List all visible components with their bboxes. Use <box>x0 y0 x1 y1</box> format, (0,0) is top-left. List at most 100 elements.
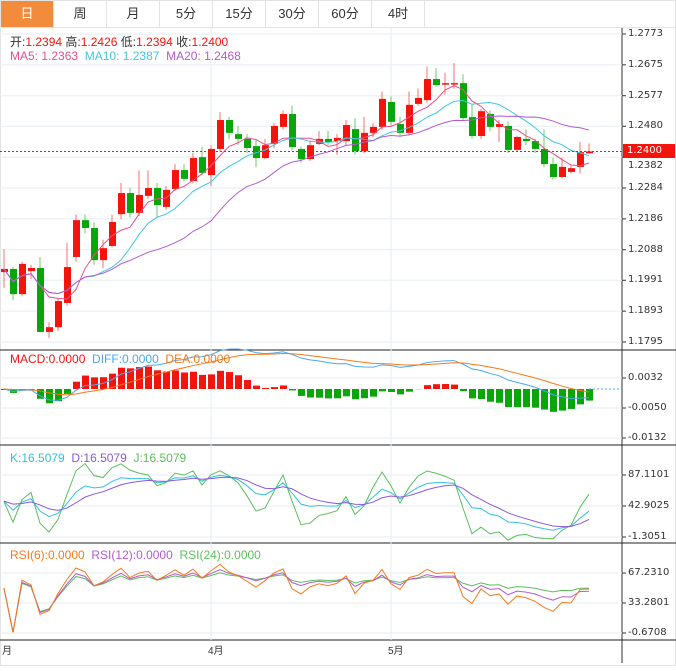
candle-up <box>100 248 107 261</box>
ma5-line <box>3 85 590 300</box>
candle-up <box>64 267 71 303</box>
candle-down <box>298 148 305 160</box>
macd-bar <box>433 384 440 389</box>
ohlc-readout: 开:1.2394 高:1.2426 低:1.2394 收:1.2400 <box>10 33 228 50</box>
candle-up <box>496 124 503 127</box>
macd-bar <box>361 389 368 399</box>
axis-label: 1.2088 <box>628 243 663 255</box>
candle-down <box>523 138 530 142</box>
axis-label: 1.2773 <box>628 28 663 39</box>
candle-down <box>388 102 395 122</box>
macd-bar <box>343 389 350 397</box>
candle-up <box>19 263 26 295</box>
macd-bar <box>388 389 395 392</box>
axis-label: 67.2310 <box>628 567 670 578</box>
macd-bar <box>406 389 413 392</box>
macd-bar <box>46 389 53 404</box>
axis-label: 1.2382 <box>628 160 663 172</box>
macd-bar <box>64 389 71 394</box>
candle-up <box>334 137 341 142</box>
macd-bar <box>559 389 566 411</box>
macd-bar <box>262 387 269 389</box>
candle-up <box>136 194 143 213</box>
rsi12-line <box>3 569 590 633</box>
macd-bar <box>307 389 314 398</box>
tab-0[interactable]: 日 <box>1 1 54 27</box>
macd-bar <box>55 389 62 402</box>
macd-bar <box>586 389 593 401</box>
macd-bar <box>109 373 116 389</box>
candle-down <box>532 141 539 149</box>
d-value: D:16.5079 <box>71 451 127 465</box>
ma20-value: MA20: 1.2468 <box>166 49 241 63</box>
axis-label: 1.2675 <box>628 58 663 70</box>
axis-label: 1.1991 <box>628 274 663 286</box>
candle-up <box>559 166 566 177</box>
candle-up <box>55 301 62 328</box>
candle-up <box>271 125 278 144</box>
macd-bar <box>154 370 161 389</box>
macd-bar <box>145 366 152 389</box>
candle-up <box>46 327 53 332</box>
macd-bar <box>442 383 449 389</box>
tab-2[interactable]: 月 <box>107 1 160 27</box>
candle-down <box>244 138 251 149</box>
diff-value: DIFF:0.0000 <box>92 352 159 366</box>
macd-bar <box>352 389 359 400</box>
macd-bar <box>280 385 287 389</box>
tab-6[interactable]: 60分 <box>319 1 372 27</box>
macd-bar <box>523 389 530 408</box>
x-axis-label: 4月 <box>208 646 224 657</box>
k-value: K:16.5079 <box>10 451 65 465</box>
dea-value: DEA:0.0000 <box>165 352 231 366</box>
macd-bar <box>379 389 386 392</box>
ma5-value: MA5: 1.2363 <box>10 49 79 63</box>
rsi6-value: RSI(6):0.0000 <box>10 548 85 562</box>
candle-up <box>514 136 521 150</box>
macd-bar <box>478 389 485 400</box>
macd-bar <box>496 389 503 403</box>
kdj-readout: K:16.5079 D:16.5079 J:16.5079 <box>10 451 186 465</box>
high-label: 高: <box>65 35 81 49</box>
tab-4[interactable]: 15分 <box>213 1 266 27</box>
macd-bar <box>199 374 206 389</box>
period-tabs: 日周月 5分 15分 30分 60分 4时 <box>0 0 676 28</box>
macd-bar <box>487 389 494 402</box>
macd-bar <box>550 389 557 412</box>
candle-down <box>91 227 98 261</box>
open-value: 1.2394 <box>25 35 63 49</box>
macd-bar <box>37 389 44 399</box>
axis-label: 0.0032 <box>628 372 663 383</box>
candle-down <box>352 129 359 152</box>
axis-label: 87.1101 <box>628 469 670 480</box>
candle-up <box>442 83 449 85</box>
macd-bar <box>460 389 467 392</box>
candle-up <box>307 145 314 160</box>
macd-bar <box>244 379 251 389</box>
axis-label: 42.9025 <box>628 500 670 511</box>
current-price-label: 1.2400 <box>623 144 675 159</box>
axis-label: 1.2186 <box>628 212 663 224</box>
macd-bar <box>163 371 170 389</box>
macd-bar <box>505 389 512 408</box>
macd-bar <box>73 381 80 389</box>
macd-bar <box>514 389 521 408</box>
axis-label: 1.1795 <box>628 336 663 347</box>
macd-bar <box>424 385 431 389</box>
macd-bar <box>82 375 89 389</box>
candle-down <box>82 220 89 228</box>
candle-down <box>37 267 44 332</box>
macd-bar <box>253 385 260 389</box>
candle-up <box>217 119 224 149</box>
candle-up <box>118 193 125 215</box>
tab-5[interactable]: 30分 <box>266 1 319 27</box>
macd-bar <box>532 389 539 408</box>
macd-readout: MACD:0.0000 DIFF:0.0000 DEA:0.0000 <box>10 352 230 366</box>
ma10-line <box>3 99 590 295</box>
tab-7[interactable]: 4时 <box>372 1 425 27</box>
macd-bar <box>235 375 242 389</box>
candle-up <box>163 189 170 207</box>
tab-3[interactable]: 5分 <box>160 1 213 27</box>
tab-1[interactable]: 周 <box>54 1 107 27</box>
